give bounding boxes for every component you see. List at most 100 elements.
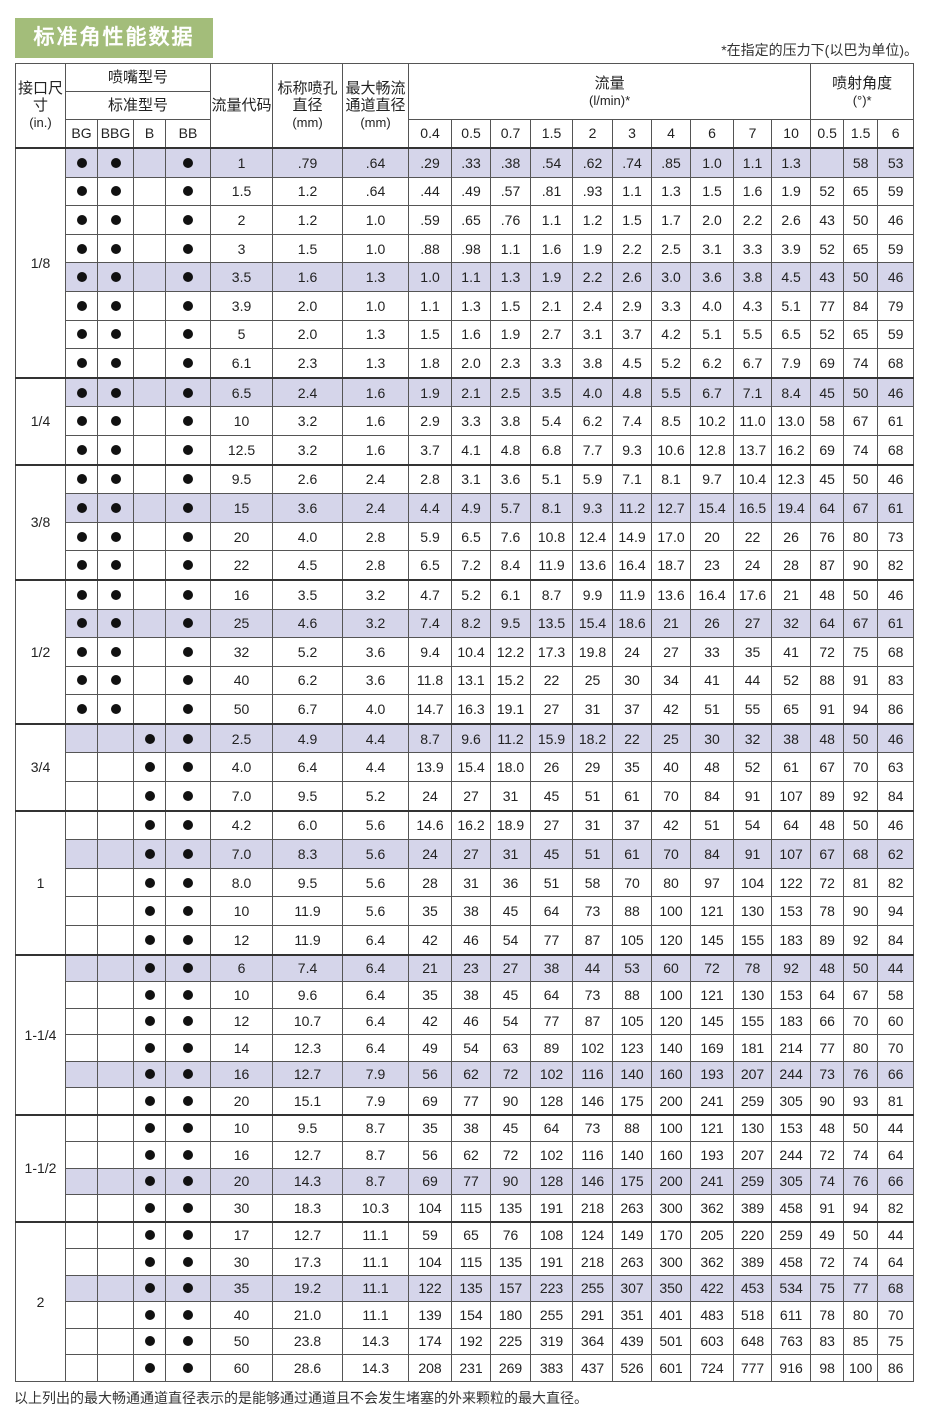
flow-cell: 7.4 [408, 608, 453, 639]
flow-cell: 73 [572, 1114, 614, 1143]
flow-cell: 218 [572, 1248, 614, 1276]
availability-dot-icon [110, 444, 121, 455]
passage-cell: 5.6 [342, 867, 410, 898]
orifice-cell: 2.4 [272, 377, 344, 408]
type-bg-cell [65, 1114, 98, 1143]
flow-cell: 22 [530, 665, 574, 696]
type-bb-cell [164, 1354, 212, 1382]
flow-cell: 28 [771, 550, 812, 581]
flow-cell: 72 [490, 1060, 532, 1089]
angle-cell: 65 [843, 176, 879, 207]
flow-cell: 2.1 [530, 290, 574, 321]
availability-dot-icon [144, 1256, 155, 1267]
flow-cell: .33 [451, 147, 492, 178]
flow-cell: 90 [490, 1167, 532, 1196]
flow-pressure-header: 0.4 [408, 119, 453, 149]
type-bbg-cell [97, 464, 134, 495]
flow-cell: 11.0 [733, 406, 773, 436]
flow-cell: 6.2 [572, 406, 614, 436]
type-bb-cell [164, 1087, 212, 1116]
availability-dot-icon [110, 474, 121, 485]
availability-dot-icon [76, 357, 87, 368]
availability-dot-icon [110, 589, 121, 600]
port-size-header: 接口尺寸 (in.) [15, 63, 66, 149]
flow-cell: 40 [651, 752, 692, 783]
passage-cell: 5.6 [342, 810, 410, 841]
type-bg-cell [65, 176, 98, 207]
flow-cell: 3.9 [771, 233, 812, 264]
flow-cell: 2.4 [572, 290, 614, 321]
type-bbg-cell [97, 1274, 134, 1303]
type-b-cell [133, 406, 166, 436]
flow-cell: 100 [651, 981, 692, 1009]
flow-cell: 65 [771, 694, 812, 725]
orifice-cell: 6.0 [272, 810, 344, 841]
flow-cell: 351 [612, 1301, 653, 1329]
type-bb-cell [164, 981, 212, 1009]
flow-cell: 1.7 [651, 205, 692, 235]
angle-cell: 61 [877, 493, 915, 523]
flow-cell: 1.9 [771, 176, 812, 207]
flow-cell: 76 [490, 1221, 532, 1250]
flow-cell: 51 [690, 810, 735, 841]
angle-cell: 73 [810, 1060, 845, 1089]
angle-cell: 93 [843, 1087, 879, 1116]
flow-cell: 77 [530, 1007, 574, 1036]
angle-cell: 76 [843, 1167, 879, 1196]
angle-cell: 70 [843, 752, 879, 783]
flow-cell: 1.8 [408, 348, 453, 379]
flow-cell: 1.0 [690, 147, 735, 178]
table-row: 50 6.7 4.0 14.7 16.3 19.1 27 31 37 42 51 55 65 91 94 86 [16, 694, 915, 725]
flow-cell: 3.0 [651, 262, 692, 292]
availability-dot-icon [183, 1202, 193, 1213]
passage-cell: 2.8 [342, 550, 410, 581]
type-b-cell [133, 839, 166, 869]
flow-cell: 4.0 [572, 377, 614, 408]
flow-cell: 14.9 [612, 521, 653, 552]
flow-cell: .54 [530, 147, 574, 178]
flow-cell: 91 [733, 839, 773, 869]
flow-cell: 4.1 [451, 434, 492, 466]
type-b-cell [133, 954, 166, 983]
flow-cell: 1.3 [451, 290, 492, 321]
table-row: 4.0 6.4 4.4 13.9 15.4 18.0 26 29 35 40 48 52 61 67 70 6… [16, 752, 915, 783]
type-bb-cell [164, 176, 212, 207]
angle-cell: 90 [843, 550, 879, 581]
flow-cell: 135 [451, 1274, 492, 1303]
angle-cell: 75 [843, 637, 879, 667]
angle-cell: 48 [810, 579, 845, 610]
availability-dot-icon [76, 444, 87, 455]
port-size-cell: 3/4 [15, 723, 66, 812]
type-bbg-cell [97, 205, 134, 235]
angle-cell: 50 [843, 723, 879, 754]
angle-cell: 46 [877, 579, 915, 610]
orifice-cell: 19.2 [272, 1274, 344, 1303]
availability-dot-icon [183, 1362, 193, 1373]
type-bbg-cell [97, 867, 134, 898]
flow-cell: 1.6 [451, 319, 492, 350]
table-row: 1/4 6.5 2.4 1.6 1.9 2.1 2.5 3.5 4.0 4.8 5.5 6.7 7.1 8… [15, 377, 915, 466]
angle-cell: 82 [877, 1194, 915, 1223]
type-bg-cell [65, 262, 98, 292]
flow-cell: 19.8 [572, 637, 614, 667]
flow-cell: 14.6 [408, 810, 453, 841]
flow-cell: 35 [408, 896, 453, 927]
flow-cell: 80 [651, 867, 692, 898]
flow-cell: 8.4 [490, 550, 532, 581]
flow-cell: 241 [690, 1167, 735, 1196]
table-row: 6.1 2.3 1.3 1.8 2.0 2.3 3.3 3.8 4.5 5.2 6.2 6.7 7.9 6… [16, 348, 915, 379]
port-size-cell: 2 [15, 1221, 66, 1382]
flow-cell: 437 [572, 1354, 614, 1382]
flow-cell: 27 [530, 810, 574, 841]
flow-cell: 35 [408, 1114, 453, 1143]
flow-header: 流量 (l/min)* [408, 63, 812, 120]
flow-cell: 9.4 [408, 637, 453, 667]
type-b-cell [133, 1034, 166, 1062]
flow-cell: 45 [530, 839, 574, 869]
type-bb-cell [164, 665, 212, 696]
flow-cell: 41 [690, 665, 735, 696]
availability-dot-icon [144, 1016, 155, 1027]
flow-cell: 16.2 [451, 810, 492, 841]
availability-dot-icon [183, 474, 193, 485]
table-row: 32 5.2 3.6 9.4 10.4 12.2 17.3 19.8 24 27 33 35 41 72 7… [16, 637, 915, 667]
